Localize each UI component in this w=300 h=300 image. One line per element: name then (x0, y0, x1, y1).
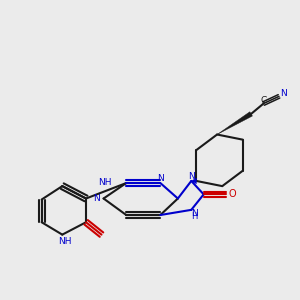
Text: C: C (260, 96, 267, 105)
Text: N: N (280, 89, 286, 98)
Polygon shape (191, 178, 196, 184)
Text: N: N (192, 209, 198, 218)
Text: NH: NH (98, 178, 111, 187)
Text: N: N (188, 172, 195, 181)
Text: O: O (228, 189, 236, 200)
Text: N: N (93, 194, 100, 203)
Text: N: N (157, 174, 164, 183)
Polygon shape (217, 112, 252, 134)
Text: NH: NH (58, 237, 72, 246)
Text: H: H (191, 212, 198, 221)
